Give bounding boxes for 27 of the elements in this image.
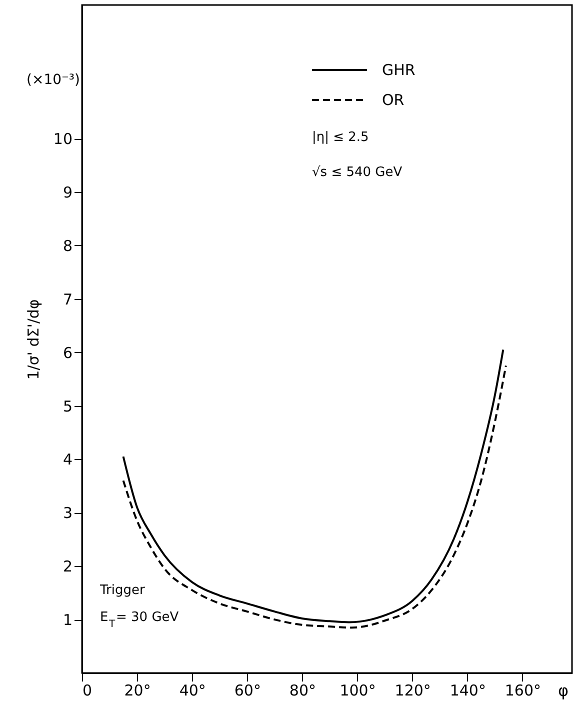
x-tick-label: 100° — [340, 682, 376, 700]
y-tick-label: 3 — [62, 504, 72, 522]
x-axis-title: φ — [558, 681, 569, 700]
x-tick-label: 60° — [234, 682, 261, 700]
y-tick-label: 10 — [53, 130, 72, 148]
x-tick-label: 0 — [82, 682, 92, 700]
x-tick-label: 160° — [504, 682, 542, 700]
annotation: √s ≤ 540 GeV — [312, 165, 402, 180]
y-tick-label: 2 — [62, 558, 72, 576]
legend-label: OR — [382, 91, 404, 109]
y-axis-title: 1/σ' dΣ'/dφ — [24, 299, 42, 380]
legend-label: GHR — [382, 61, 416, 79]
y-tick-label: 4 — [62, 450, 72, 469]
x-tick-label: 40° — [179, 682, 206, 700]
annotation: Trigger — [99, 583, 146, 598]
x-tick-label: 140° — [450, 682, 486, 700]
text: (×10⁻³) — [26, 72, 80, 88]
x-tick-label: 120° — [394, 682, 431, 700]
y-tick-label: 7 — [62, 290, 72, 308]
y-tick-label: 6 — [62, 344, 72, 362]
annotation: |η| ≤ 2.5 — [312, 130, 369, 145]
y-tick-label: 5 — [62, 397, 72, 416]
y-tick-label: 1 — [62, 611, 72, 630]
y-tick-label: 8 — [62, 236, 72, 255]
x-tick-label: 80° — [289, 682, 316, 700]
y-tick-label: 9 — [62, 184, 72, 202]
x-tick-label: 20° — [124, 682, 151, 700]
